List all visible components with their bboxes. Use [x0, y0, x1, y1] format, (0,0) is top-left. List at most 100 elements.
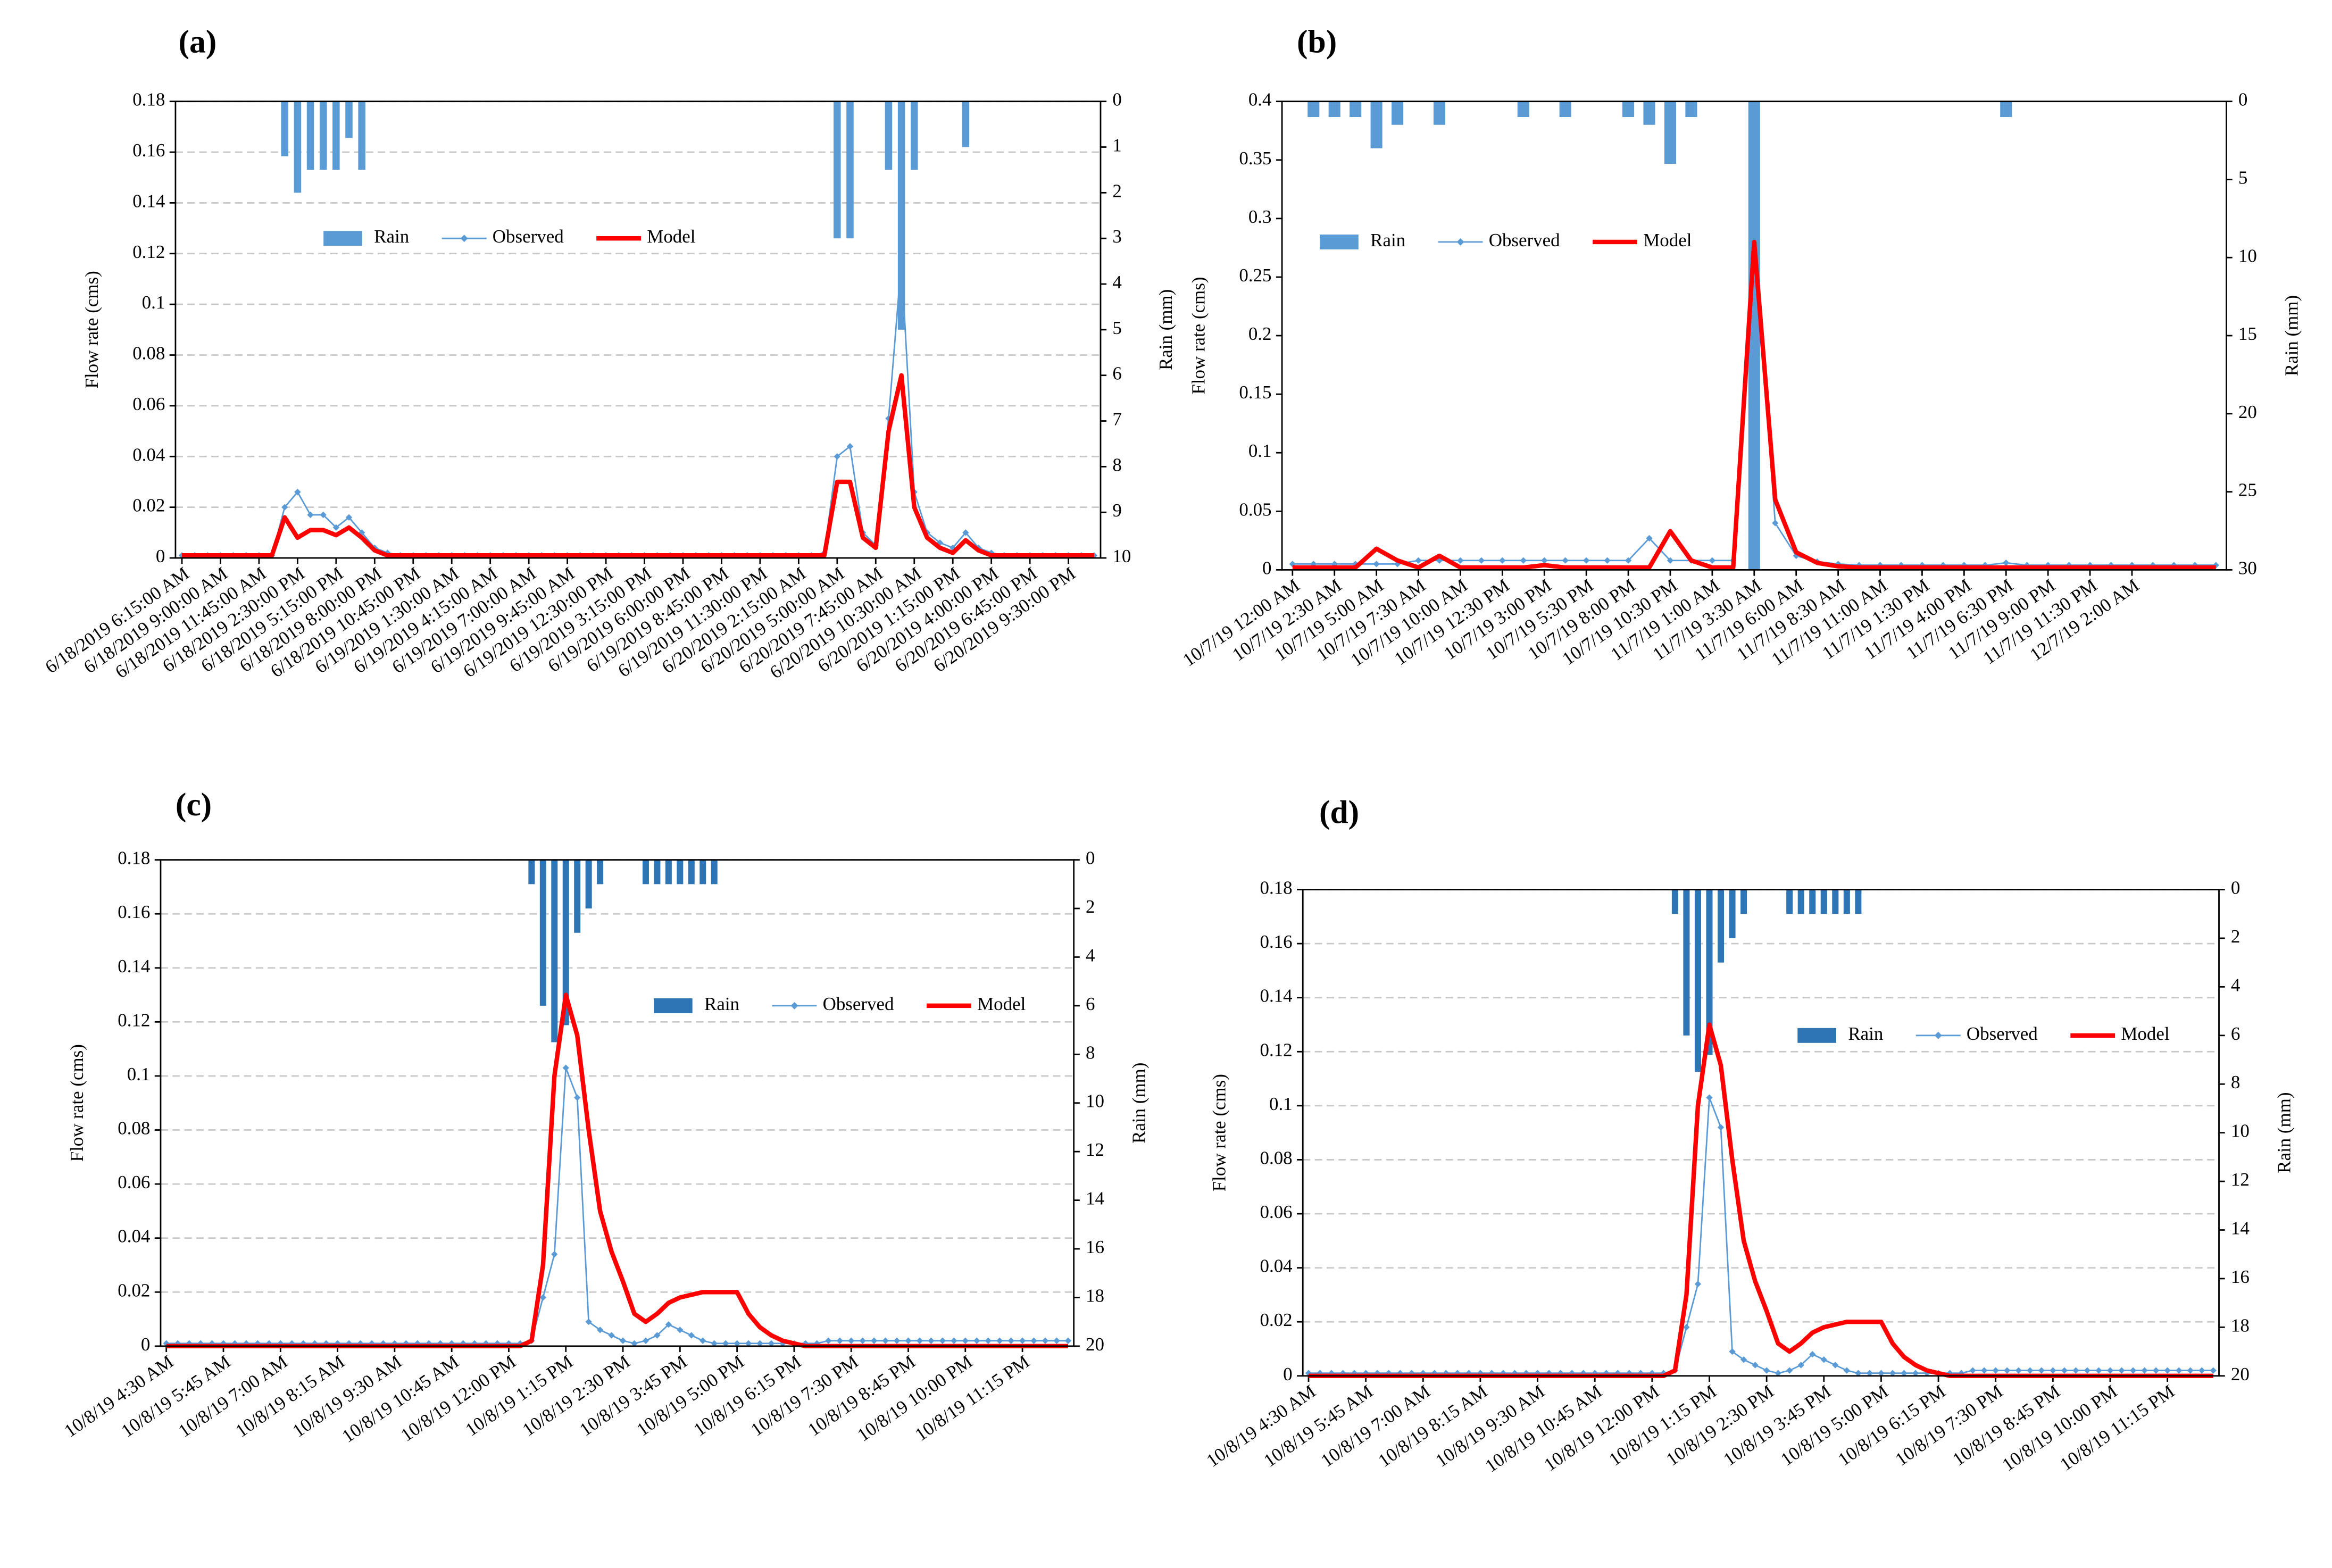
- observed-marker: [1415, 557, 1422, 564]
- legend-label: Rain: [1370, 230, 1405, 251]
- observed-marker: [1499, 557, 1506, 564]
- chart-panel: (d) 0 0.02 0.04 0.06 0.08 0.1 0.12 0.14 0.16 0.18 0…: [1203, 794, 2295, 1477]
- observed-marker: [1901, 1370, 1908, 1377]
- observed-marker: [1889, 1370, 1896, 1377]
- y2-tick-label: 10: [1086, 1091, 1104, 1112]
- rain-bar: [1664, 101, 1677, 164]
- y-tick-label: 0.18: [132, 89, 165, 110]
- y2-axis-title: Rain (mm): [1155, 289, 1176, 370]
- observed-marker: [1946, 1370, 1953, 1377]
- observed-marker: [836, 1337, 843, 1344]
- observed-marker: [1053, 1337, 1060, 1344]
- observed-marker: [294, 488, 301, 496]
- legend-marker: [460, 235, 468, 243]
- y-tick-label: 0: [156, 546, 165, 566]
- panel-label: (c): [176, 787, 212, 823]
- y2-tick-label: 8: [1112, 454, 1121, 475]
- observed-marker: [2118, 1367, 2125, 1374]
- y2-tick-label: 20: [1086, 1334, 1104, 1355]
- series-line: [166, 1067, 1068, 1345]
- plot-frame: [160, 859, 1075, 1347]
- observed-marker: [893, 1337, 901, 1344]
- observed-marker: [2212, 562, 2219, 569]
- observed-marker: [1626, 1370, 1633, 1377]
- observed-marker: [1694, 1280, 1702, 1288]
- observed-marker: [1763, 1367, 1770, 1374]
- rain-bar: [711, 860, 718, 885]
- y-tick-label: 0.4: [1248, 89, 1272, 110]
- observed-marker: [1820, 1356, 1827, 1363]
- rain-bar: [834, 101, 841, 239]
- observed-marker: [2003, 560, 2010, 566]
- y-tick-label: 0.06: [1260, 1202, 1293, 1222]
- observed-marker: [882, 1337, 889, 1344]
- observed-marker: [825, 1337, 832, 1344]
- observed-marker: [2187, 1367, 2194, 1374]
- y2-tick-label: 2: [1086, 896, 1095, 917]
- y2-tick-label: 6: [1086, 994, 1095, 1014]
- legend-label: Observed: [1967, 1023, 2038, 1044]
- rain-bar: [585, 860, 592, 909]
- observed-marker: [962, 529, 969, 536]
- y-axis-title: Flow rate (cms): [66, 1044, 87, 1162]
- rain-bar: [281, 101, 288, 156]
- rain-bar: [1370, 101, 1382, 148]
- observed-marker: [1541, 557, 1548, 564]
- rain-bar: [1683, 889, 1690, 1036]
- observed-marker: [1545, 1370, 1553, 1377]
- observed-marker: [1709, 557, 1716, 564]
- y2-tick-label: 5: [1112, 318, 1121, 338]
- rain-bar: [1559, 101, 1571, 118]
- observed-marker: [665, 1321, 672, 1328]
- rain-bar: [1328, 101, 1340, 118]
- rain-bar: [332, 101, 340, 170]
- observed-marker: [1786, 1367, 1793, 1374]
- y2-tick-label: 2: [2231, 926, 2240, 947]
- y-tick-label: 0.12: [132, 241, 165, 262]
- y-tick-label: 0.2: [1248, 323, 1272, 344]
- observed-marker: [2198, 1367, 2205, 1374]
- observed-marker: [1706, 1094, 1713, 1101]
- plot-frame: [1281, 101, 2227, 571]
- observed-marker: [551, 1251, 558, 1258]
- rain-bar: [1820, 889, 1827, 914]
- observed-marker: [1912, 1370, 1919, 1377]
- rain-bar: [1307, 101, 1320, 118]
- y2-tick-label: 12: [1086, 1139, 1104, 1160]
- y2-tick-label: 10: [2238, 245, 2257, 266]
- observed-marker: [1625, 557, 1632, 564]
- y-tick-label: 0.35: [1239, 148, 1271, 169]
- y2-tick-label: 20: [2238, 402, 2257, 422]
- observed-marker: [885, 415, 892, 422]
- observed-marker: [1992, 1367, 1999, 1374]
- y-tick-label: 0.06: [132, 394, 165, 414]
- observed-marker: [1843, 1367, 1850, 1374]
- y-tick-label: 0.1: [142, 292, 165, 313]
- observed-marker: [996, 1337, 1003, 1344]
- legend-label: Rain: [704, 994, 739, 1014]
- y2-tick-label: 16: [1086, 1237, 1104, 1257]
- rain-bar: [1517, 101, 1529, 118]
- y-tick-label: 0.14: [132, 190, 165, 211]
- observed-marker: [1042, 1337, 1049, 1344]
- observed-marker: [985, 1337, 992, 1344]
- observed-marker: [2038, 1367, 2045, 1374]
- series-line: [1308, 1022, 2213, 1378]
- observed-marker: [1878, 1370, 1885, 1377]
- rain-bar: [1671, 889, 1678, 914]
- rain-bar: [699, 860, 706, 885]
- y2-axis-title: Rain (mm): [2273, 1092, 2294, 1173]
- observed-marker: [1855, 1370, 1862, 1377]
- rain-bar: [345, 101, 353, 138]
- observed-marker: [2210, 1367, 2217, 1374]
- y2-tick-label: 6: [2231, 1023, 2240, 1044]
- y2-tick-label: 6: [1112, 363, 1121, 384]
- observed-marker: [905, 1337, 912, 1344]
- observed-marker: [1317, 1370, 1323, 1377]
- observed-marker: [1019, 1337, 1026, 1344]
- observed-marker: [1981, 1367, 1988, 1374]
- observed-marker: [1420, 1370, 1427, 1377]
- observed-marker: [281, 504, 288, 511]
- observed-marker: [1923, 1370, 1930, 1377]
